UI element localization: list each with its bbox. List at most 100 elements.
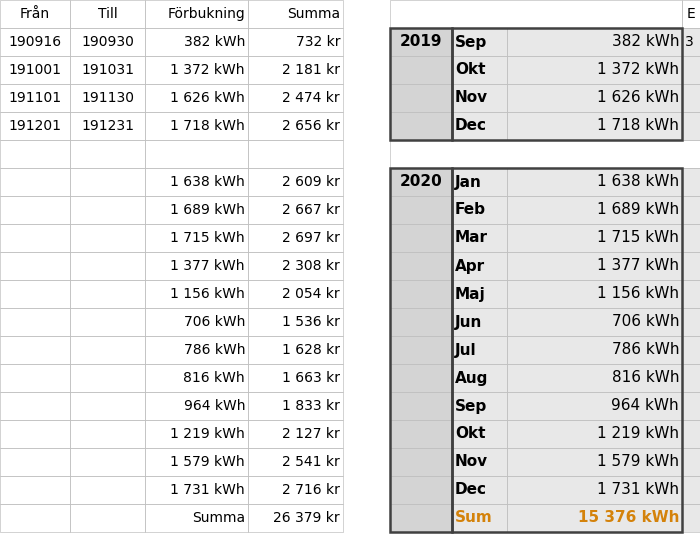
Bar <box>682 28 700 56</box>
Bar <box>70 504 145 532</box>
Bar <box>452 308 507 336</box>
Text: 1 372 kWh: 1 372 kWh <box>171 63 245 77</box>
Bar <box>682 392 700 420</box>
Bar <box>390 336 452 364</box>
Text: Nov: Nov <box>455 91 488 106</box>
Bar <box>248 196 343 224</box>
Bar <box>145 56 248 84</box>
Bar <box>507 280 682 308</box>
Bar <box>507 28 682 56</box>
Text: 816 kWh: 816 kWh <box>612 371 679 385</box>
Bar <box>248 336 343 364</box>
Text: 2 308 kr: 2 308 kr <box>282 259 340 273</box>
Bar <box>70 336 145 364</box>
Bar <box>145 252 248 280</box>
Bar <box>70 308 145 336</box>
Text: 191130: 191130 <box>81 91 134 105</box>
Bar <box>145 196 248 224</box>
Bar <box>70 364 145 392</box>
Bar <box>452 224 507 252</box>
Text: Aug: Aug <box>455 371 489 385</box>
Bar <box>452 168 507 196</box>
Bar <box>452 280 507 308</box>
Bar <box>0 224 70 252</box>
Bar <box>390 140 700 168</box>
Bar <box>452 392 507 420</box>
Bar <box>145 112 248 140</box>
Bar <box>507 84 682 112</box>
Bar <box>70 364 145 392</box>
Bar <box>452 112 507 140</box>
Bar <box>70 140 145 168</box>
Text: 2 716 kr: 2 716 kr <box>282 483 340 497</box>
Bar <box>145 476 248 504</box>
Bar <box>682 224 700 252</box>
Text: 191001: 191001 <box>8 63 62 77</box>
Bar <box>0 364 70 392</box>
Bar <box>507 364 682 392</box>
Bar <box>682 84 700 112</box>
Bar <box>248 308 343 336</box>
Bar <box>390 28 452 140</box>
Text: 191031: 191031 <box>81 63 134 77</box>
Bar <box>248 364 343 392</box>
Bar <box>0 336 70 364</box>
Bar <box>248 140 343 168</box>
Text: 1 219 kWh: 1 219 kWh <box>170 427 245 441</box>
Bar <box>452 168 682 532</box>
Bar <box>682 448 700 476</box>
Bar <box>70 224 145 252</box>
Bar <box>248 280 343 308</box>
Text: 1 628 kr: 1 628 kr <box>282 343 340 357</box>
Bar <box>0 448 70 476</box>
Bar <box>248 420 343 448</box>
Text: 786 kWh: 786 kWh <box>183 343 245 357</box>
Bar <box>452 196 507 224</box>
Bar <box>0 84 70 112</box>
Bar <box>390 476 452 504</box>
Bar <box>70 0 145 28</box>
Bar <box>70 84 145 112</box>
Bar <box>70 280 145 308</box>
Bar <box>390 280 452 308</box>
Bar <box>145 392 248 420</box>
Bar <box>390 364 452 392</box>
Text: Dec: Dec <box>455 118 487 133</box>
Bar <box>507 336 682 364</box>
Bar <box>248 84 343 112</box>
Text: Till: Till <box>97 7 118 21</box>
Text: Nov: Nov <box>455 455 488 469</box>
Bar <box>507 420 682 448</box>
Bar <box>0 140 70 168</box>
Text: Jul: Jul <box>455 342 477 357</box>
Text: Okt: Okt <box>455 426 486 441</box>
Text: 816 kWh: 816 kWh <box>183 371 245 385</box>
Bar <box>507 28 682 56</box>
Text: Sep: Sep <box>455 34 487 50</box>
Bar <box>0 112 70 140</box>
Bar <box>0 0 70 28</box>
Bar <box>452 28 507 56</box>
Bar <box>248 280 343 308</box>
Bar <box>70 420 145 448</box>
Text: E: E <box>687 7 695 21</box>
Text: 2 474 kr: 2 474 kr <box>282 91 340 105</box>
Text: 2 541 kr: 2 541 kr <box>282 455 340 469</box>
Text: 1 372 kWh: 1 372 kWh <box>597 62 679 77</box>
Bar <box>452 504 507 532</box>
Bar <box>70 112 145 140</box>
Bar <box>145 504 248 532</box>
Bar <box>507 252 682 280</box>
Bar <box>0 448 70 476</box>
Bar <box>682 168 700 196</box>
Bar <box>0 420 70 448</box>
Bar <box>248 56 343 84</box>
Bar <box>682 168 700 196</box>
Bar <box>682 112 700 140</box>
Text: 786 kWh: 786 kWh <box>612 342 679 357</box>
Text: 1 579 kWh: 1 579 kWh <box>170 455 245 469</box>
Bar <box>248 168 343 196</box>
Bar <box>70 224 145 252</box>
Text: 382 kWh: 382 kWh <box>612 34 679 50</box>
Text: Förbukning: Förbukning <box>167 7 245 21</box>
